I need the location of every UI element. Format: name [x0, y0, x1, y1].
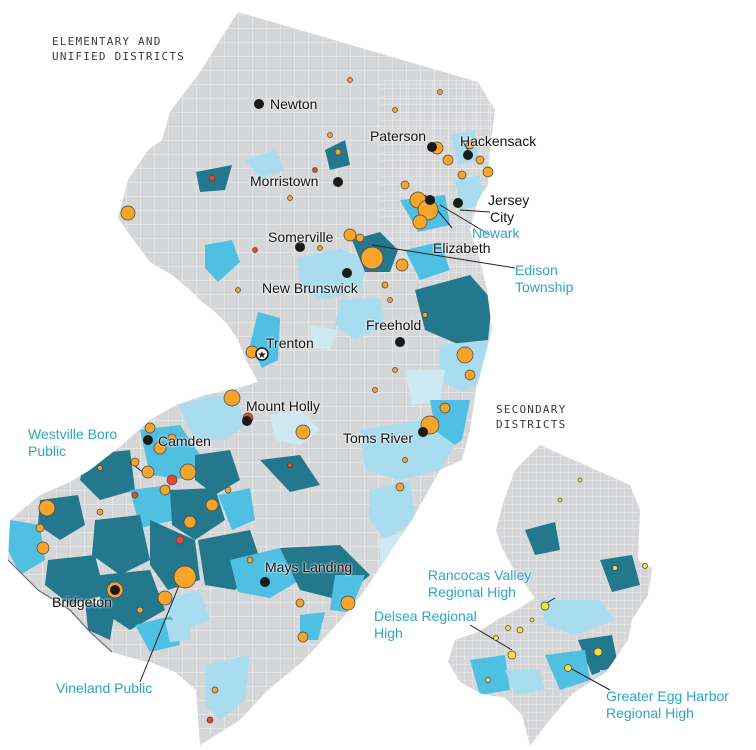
- shaded-districts: [8, 130, 492, 720]
- city-label-morristown: Morristown: [250, 173, 319, 189]
- city-label-newton: Newton: [270, 96, 318, 112]
- westville-line2: Public: [28, 443, 67, 459]
- main-title-line2: UNIFIED DISTRICTS: [52, 50, 185, 63]
- city-label-trenton: Trenton: [266, 335, 314, 351]
- rancocas-line1: Rancocas Valley: [428, 567, 532, 583]
- city-label-camden: Camden: [158, 433, 211, 449]
- district-label-westville: Westville Boro Public: [28, 426, 117, 460]
- city-label-jersey-city: Jersey City: [488, 192, 529, 226]
- delsea-line1: Delsea Regional: [374, 608, 477, 624]
- jersey-city-line2: City: [490, 209, 515, 225]
- city-label-new-brunswick: New Brunswick: [262, 280, 358, 296]
- district-label-vineland: Vineland Public: [56, 680, 153, 696]
- city-label-paterson: Paterson: [370, 128, 427, 144]
- city-label-mays-landing: Mays Landing: [265, 559, 353, 575]
- inset-title-line2: DISTRICTS: [496, 418, 567, 431]
- edison-line1: Edison: [515, 262, 558, 278]
- city-dots: [110, 99, 473, 595]
- inset-title-line1: SECONDARY: [496, 403, 567, 416]
- jersey-city-line1: Jersey: [488, 192, 530, 208]
- city-label-bridgeton: Bridgeton: [52, 594, 112, 610]
- inset-circles: [485, 477, 648, 683]
- city-label-hackensack: Hackensack: [460, 133, 537, 149]
- district-label-newark: Newark: [472, 225, 520, 241]
- city-label-toms-river: Toms River: [343, 430, 414, 446]
- city-label-freehold: Freehold: [366, 317, 422, 333]
- svg-text:★: ★: [258, 350, 267, 361]
- district-label-rancocas: Rancocas Valley Regional High: [428, 567, 531, 601]
- delaware-bay: [0, 620, 200, 750]
- district-label-egg-harbor: Greater Egg Harbor Regional High: [606, 688, 729, 722]
- main-panel-title: ELEMENTARY AND UNIFIED DISTRICTS: [52, 34, 185, 64]
- egg-harbor-line1: Greater Egg Harbor: [606, 688, 729, 704]
- rancocas-line2: Regional High: [428, 584, 516, 600]
- city-label-elizabeth: Elizabeth: [433, 240, 491, 256]
- main-title-line1: ELEMENTARY AND: [52, 35, 162, 48]
- egg-harbor-line2: Regional High: [606, 705, 694, 721]
- westville-line1: Westville Boro: [28, 426, 118, 442]
- city-label-mount-holly: Mount Holly: [246, 398, 320, 414]
- district-label-edison: Edison Township: [515, 262, 573, 296]
- delsea-line2: High: [374, 625, 403, 641]
- inset-panel-title: SECONDARY DISTRICTS: [496, 402, 566, 432]
- edison-line2: Township: [515, 279, 574, 295]
- capital-star-icon: [255, 347, 269, 361]
- city-label-somerville: Somerville: [268, 229, 334, 245]
- district-label-delsea: Delsea Regional High: [374, 608, 477, 642]
